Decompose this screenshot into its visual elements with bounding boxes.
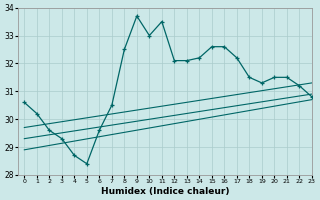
X-axis label: Humidex (Indice chaleur): Humidex (Indice chaleur) [101, 187, 229, 196]
